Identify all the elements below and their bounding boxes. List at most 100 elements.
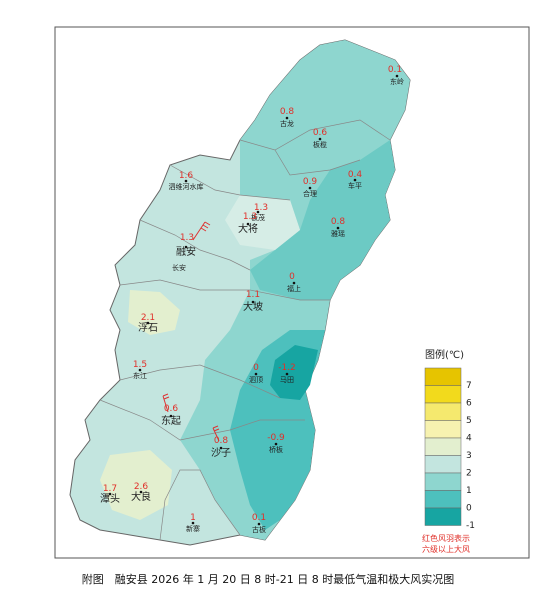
legend-label: 7	[466, 381, 472, 391]
station-dot	[139, 490, 143, 494]
station-dot	[257, 522, 261, 526]
station-name: 融安	[176, 245, 196, 258]
station-value: 1.3	[254, 203, 268, 213]
station-value: 1.3	[243, 212, 257, 222]
station-value: 1.1	[246, 290, 260, 300]
station-name: 车平	[348, 181, 362, 190]
wind-barbs	[162, 221, 220, 442]
station-name: 板茂	[251, 213, 265, 222]
town-name: 长安	[172, 263, 186, 272]
station-dot	[336, 226, 340, 230]
station-value: 1.5	[133, 360, 147, 370]
station-name: 东岭	[390, 77, 404, 86]
legend-label: 5	[466, 416, 472, 426]
station-name: 浮石	[138, 322, 158, 334]
legend-label: 2	[466, 469, 472, 479]
station-name: 古龙	[280, 119, 294, 128]
station-dot	[395, 74, 399, 78]
station-value: 1.3	[180, 233, 194, 243]
station-value: 0	[289, 272, 295, 282]
zone-3b	[100, 450, 172, 520]
station-dot	[138, 368, 142, 372]
legend-swatch	[424, 507, 462, 526]
station-value: 0	[253, 363, 259, 373]
station-dot	[285, 372, 289, 376]
station-name: 桥板	[269, 445, 283, 454]
zone-2-north	[225, 195, 300, 250]
caption: 附图 融安县 2026 年 1 月 20 日 8 时-21 日 8 时最低气温和…	[82, 572, 454, 586]
legend-note: 红色风羽表示	[422, 533, 470, 543]
station-name: 沙子	[211, 447, 231, 459]
zone-neg1	[270, 345, 318, 400]
station-dot	[169, 414, 173, 418]
station-name: 福上	[287, 284, 301, 293]
station-dot	[184, 245, 188, 249]
station-dot	[219, 446, 223, 450]
legend-swatch	[424, 402, 462, 421]
station-name: 泗维河水库	[169, 182, 204, 191]
zone-3a	[128, 290, 180, 335]
legend-label: -1	[466, 521, 475, 531]
station-name: 大良	[131, 490, 151, 503]
legend-label: 0	[466, 504, 472, 514]
station-dot	[254, 372, 258, 376]
legend-swatch	[424, 367, 462, 386]
station-value: 0.8	[214, 436, 229, 446]
station-value: 0.8	[331, 217, 346, 227]
station-name: 雅瑶	[331, 229, 345, 238]
station-value: 1.6	[179, 171, 194, 181]
station-value: 0.6	[164, 404, 179, 414]
boundaries	[99, 119, 391, 541]
station-value: 0.6	[313, 128, 328, 138]
legend-label: 4	[466, 434, 472, 444]
station-name: 东起	[161, 414, 181, 427]
station-dot	[246, 222, 250, 226]
station-value: 1	[190, 513, 196, 523]
zone-0-east	[250, 140, 395, 300]
station-name: 泗顶	[249, 376, 263, 384]
station-dot	[184, 179, 188, 183]
station-dot	[292, 281, 296, 285]
station-value: 1.7	[103, 484, 117, 494]
county-map	[69, 39, 411, 546]
legend-label: 1	[466, 486, 472, 496]
station-name: 马田	[280, 376, 294, 384]
station-value: -1.2	[278, 363, 296, 373]
station-name: 板榄	[313, 140, 327, 149]
station-value: 0.8	[280, 107, 295, 117]
station-value: 0.4	[348, 170, 363, 180]
legend-swatch	[424, 437, 462, 456]
station-value: 2.6	[134, 482, 149, 492]
station-name: 新寨	[186, 524, 200, 533]
legend-note: 六级以上大风	[422, 544, 470, 554]
station-name: 潭头	[100, 493, 120, 505]
station-dot	[108, 492, 112, 496]
legend: 图例(℃) 红色风羽表示 六级以上大风 7 6 5 4 3 2 1 0 -1	[422, 348, 475, 554]
legend-swatch	[424, 385, 462, 404]
station-name: 大将	[238, 222, 258, 235]
station-dot	[274, 442, 278, 446]
legend-label: 3	[466, 451, 472, 461]
legend-title: 图例(℃)	[425, 348, 464, 361]
legend-swatch	[424, 472, 462, 491]
station-name: 大坡	[243, 300, 263, 313]
station-dot	[251, 300, 255, 304]
legend-swatch	[424, 455, 462, 474]
station-dot	[285, 116, 289, 120]
station-dot	[308, 186, 312, 190]
stations: 0.1东岭0.8古龙0.6板榄0.9合理0.4车平1.6泗维河水库1.3板茂1.…	[100, 65, 404, 534]
station-dot	[191, 521, 195, 525]
station-value: -0.9	[267, 433, 285, 443]
station-name: 古板	[252, 525, 266, 534]
station-dot	[256, 210, 260, 214]
station-value: 0.1	[388, 65, 402, 75]
station-value: 0.1	[252, 513, 266, 523]
station-name: 合理	[303, 189, 317, 198]
legend-swatch	[424, 490, 462, 509]
station-dot	[353, 178, 357, 182]
station-dot	[146, 321, 150, 325]
legend-swatch	[424, 420, 462, 439]
legend-label: 6	[466, 399, 472, 409]
station-dot	[318, 137, 322, 141]
